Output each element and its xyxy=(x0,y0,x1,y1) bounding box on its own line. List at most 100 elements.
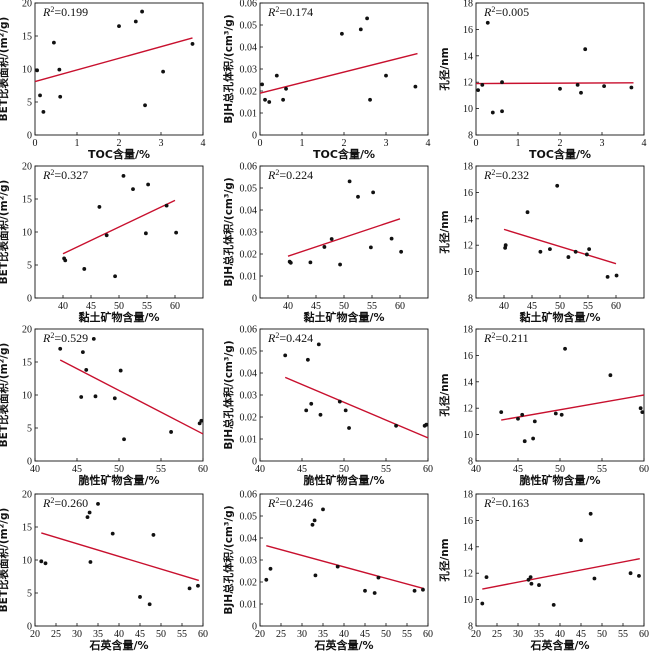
y-tick-label: 18 xyxy=(463,0,473,10)
data-point xyxy=(305,357,310,362)
data-point xyxy=(522,439,527,444)
data-point xyxy=(499,410,504,415)
x-tick-label: 3 xyxy=(384,138,389,149)
r-squared-exponent: 2 xyxy=(275,331,279,340)
r-squared-label: R2=0.424 xyxy=(267,331,313,345)
data-point xyxy=(113,274,117,279)
x-tick-label: 60 xyxy=(611,301,621,312)
trend-line xyxy=(284,376,429,439)
data-point xyxy=(485,20,490,25)
scatter-panel: 0 1 2 3 405101520R2=0.199TOC含量/%BET比表面积/(m²/… xyxy=(0,0,206,161)
x-tick-label: 40 xyxy=(283,301,293,312)
data-point xyxy=(573,249,578,254)
data-point xyxy=(41,110,46,114)
x-tick-label: 50 xyxy=(555,301,565,312)
y-tick-label: 0.05 xyxy=(240,184,258,195)
x-tick-label: 55 xyxy=(618,629,628,640)
y-tick-label: 0.02 xyxy=(240,87,258,98)
data-point xyxy=(52,40,56,45)
y-tick-label: 5 xyxy=(27,261,32,272)
x-tick-label: 45 xyxy=(576,629,586,640)
data-point xyxy=(614,273,619,278)
x-tick-label: 55 xyxy=(177,629,187,640)
x-tick-label: 50 xyxy=(555,464,565,475)
y-tick-label: 0.06 xyxy=(240,162,258,173)
data-point xyxy=(143,103,147,108)
data-point xyxy=(337,399,342,404)
r-squared-exponent: 2 xyxy=(491,168,495,177)
scatter-panel: 40 45 50 55 60 8 10 12 14 16 18 R2=0.211 脆性矿物含量/% 孔径/… xyxy=(438,325,649,488)
data-point xyxy=(343,408,348,413)
data-point xyxy=(283,353,288,358)
data-point xyxy=(638,406,643,411)
x-tick-label: 55 xyxy=(142,301,152,312)
r-squared-symbol: R xyxy=(42,168,51,182)
y-axis-label: BET比表面积/(m²/g) xyxy=(0,343,10,448)
y-tick-label: 0.05 xyxy=(240,347,258,358)
data-point xyxy=(338,262,342,267)
data-point xyxy=(63,258,68,263)
y-tick-label: 15 xyxy=(22,32,32,43)
r-squared-symbol: R xyxy=(267,168,276,182)
trend-line xyxy=(503,228,617,265)
data-point xyxy=(80,350,85,354)
x-tick-label: 25 xyxy=(51,629,61,640)
x-tick-label: 3 xyxy=(159,138,164,149)
y-tick-label: 18 xyxy=(463,325,473,336)
data-point xyxy=(151,533,156,537)
y-tick-label: 0.01 xyxy=(240,435,258,446)
data-point xyxy=(264,577,269,582)
r-squared-exponent: 2 xyxy=(275,5,279,14)
y-tick-label: 0.04 xyxy=(240,43,258,54)
data-point xyxy=(316,342,321,347)
data-point xyxy=(38,93,42,98)
data-point xyxy=(85,515,90,519)
data-point xyxy=(190,42,195,46)
r-squared-value: =0.246 xyxy=(279,496,313,510)
y-tick-label: 20 xyxy=(22,0,32,10)
r-squared-exponent: 2 xyxy=(491,5,495,14)
data-point xyxy=(500,109,504,114)
data-point xyxy=(555,183,560,188)
x-axis-label: 脆性矿物含量/% xyxy=(77,473,159,487)
data-point xyxy=(347,179,352,184)
x-tick-label: 2 xyxy=(558,138,563,149)
data-point xyxy=(88,560,93,564)
r-squared-exponent: 2 xyxy=(491,331,495,340)
data-point xyxy=(583,47,588,52)
r-squared-exponent: 2 xyxy=(50,331,54,340)
y-tick-label: 15 xyxy=(22,523,32,534)
data-point xyxy=(347,426,351,430)
y-tick-label: 0.03 xyxy=(240,556,258,567)
y-tick-label: 0.03 xyxy=(240,65,258,76)
data-point xyxy=(308,260,313,265)
data-point xyxy=(372,591,377,595)
x-tick-label: 20 xyxy=(30,629,40,640)
data-point xyxy=(516,416,520,421)
data-point xyxy=(263,97,267,102)
y-tick-label: 0 xyxy=(27,457,32,468)
r-squared-label: R2=0.529 xyxy=(42,331,88,345)
r-squared-symbol: R xyxy=(267,496,276,510)
y-tick-label: 0.03 xyxy=(240,228,258,239)
data-point xyxy=(526,577,531,582)
x-tick-label: 40 xyxy=(555,629,565,640)
x-axis-label: 石英含量/% xyxy=(313,638,373,652)
x-tick-label: 60 xyxy=(423,464,433,475)
data-point xyxy=(121,174,126,178)
y-tick-label: 12 xyxy=(463,569,473,580)
data-point xyxy=(500,80,504,85)
y-tick-label: 12 xyxy=(463,404,473,415)
data-point xyxy=(87,510,92,515)
plot-frame xyxy=(259,328,429,462)
y-tick-label: 0 xyxy=(252,131,257,142)
data-point xyxy=(313,573,318,578)
data-point xyxy=(368,245,373,250)
x-tick-label: 30 xyxy=(72,629,82,640)
data-point xyxy=(528,575,533,580)
x-tick-label: 55 xyxy=(367,301,377,312)
r-squared-symbol: R xyxy=(42,5,51,19)
x-tick-label: 45 xyxy=(360,629,370,640)
